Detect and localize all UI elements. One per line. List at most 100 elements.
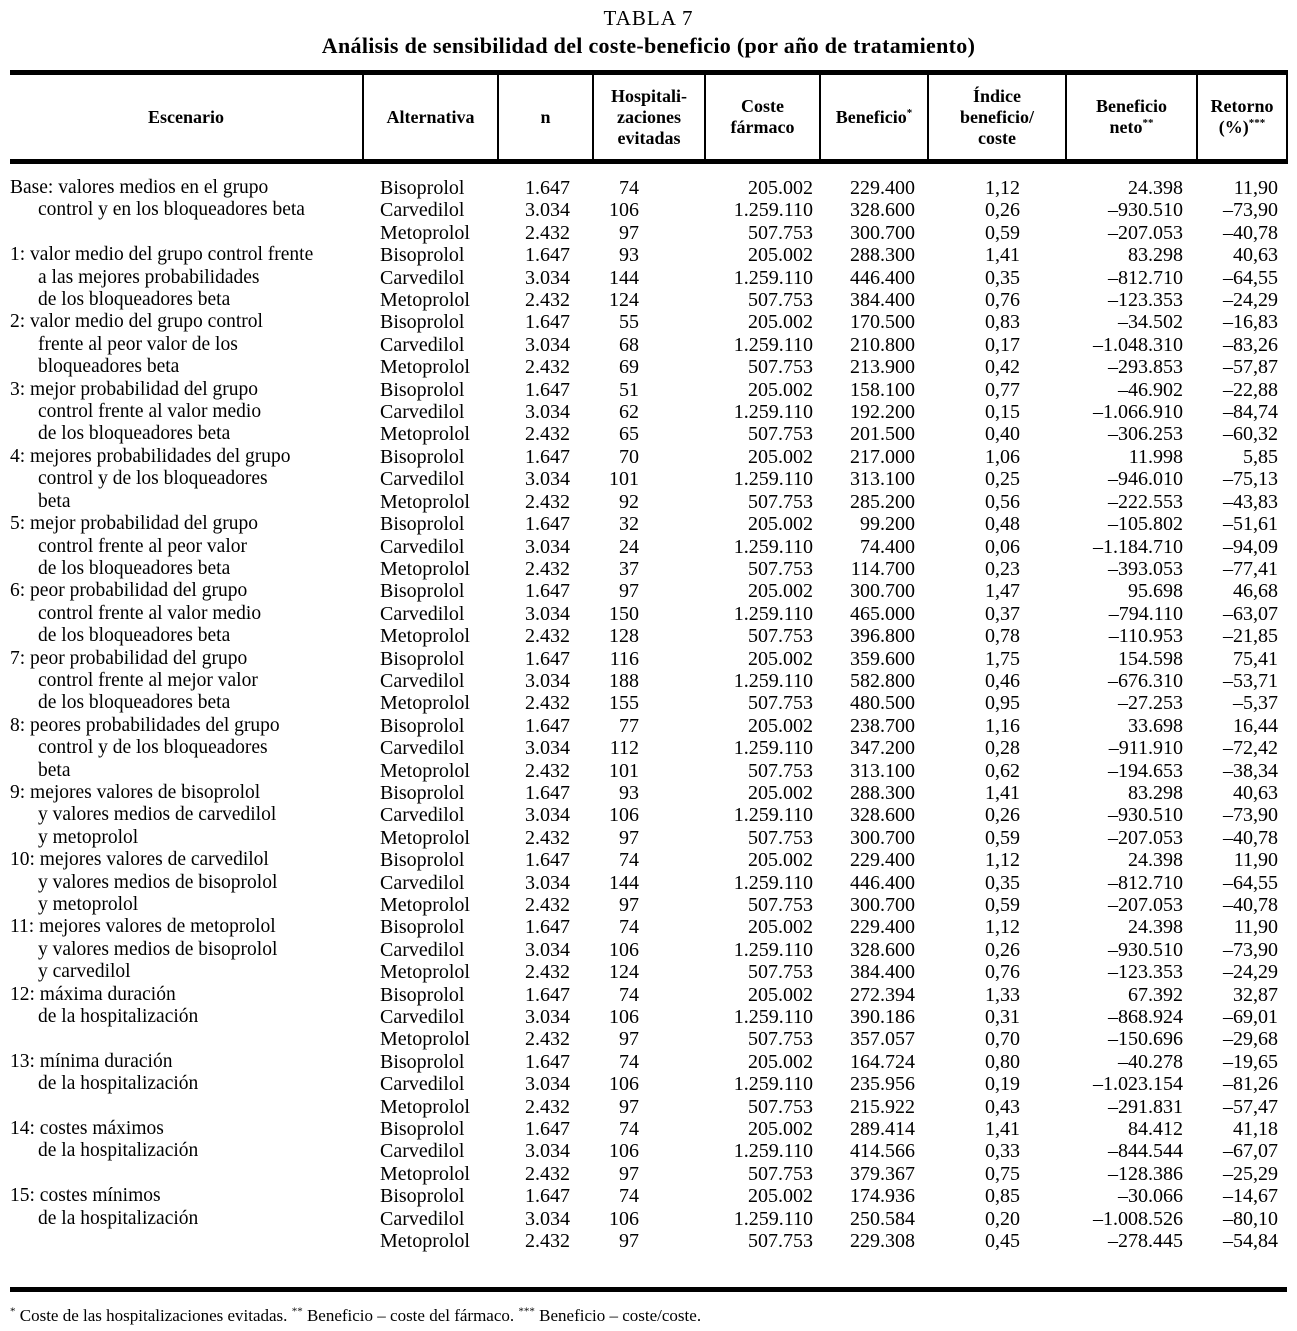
table-row: y metoprolol Metoprolol 2.432 97 507.753 300.… [10, 894, 1287, 916]
cell-beneficio: 347.200 [850, 737, 915, 760]
cell-retorno: 41,18 [1233, 1118, 1278, 1141]
cell-coste-farmaco: 1.259.110 [733, 871, 813, 894]
cell-coste-farmaco: 1.259.110 [733, 1140, 813, 1163]
cell-retorno: –54,84 [1223, 1230, 1278, 1253]
cell-indice-beneficio-coste: 0,20 [985, 1207, 1020, 1230]
cell-beneficio: 359.600 [850, 647, 915, 670]
cell-hospitalizaciones-evitadas: 106 [609, 1207, 639, 1230]
cell-alternativa: Bisoprolol [380, 513, 465, 536]
table-row: Base: valores medios en el grupo Bisoprol… [10, 162, 1287, 200]
cell-coste-farmaco: 205.002 [748, 1185, 813, 1208]
scenario-label-cell: beta [38, 759, 71, 781]
cell-hospitalizaciones-evitadas: 93 [619, 781, 639, 804]
cell-coste-farmaco: 507.753 [748, 1162, 813, 1185]
scenario-label-cell: de los bloqueadores beta [38, 625, 231, 647]
cell-indice-beneficio-coste: 1,12 [985, 177, 1020, 199]
cell-beneficio: 99.200 [860, 513, 915, 536]
cell-retorno: 16,44 [1233, 714, 1278, 737]
cell-beneficio: 300.700 [850, 826, 915, 849]
cell-coste-farmaco: 205.002 [748, 513, 813, 536]
cell-beneficio: 229.400 [850, 916, 915, 939]
cell-beneficio: 285.200 [850, 490, 915, 513]
cell-alternativa: Carvedilol [380, 468, 465, 491]
cell-indice-beneficio-coste: 1,41 [985, 1118, 1020, 1141]
cell-coste-farmaco: 507.753 [748, 490, 813, 513]
cell-retorno: –83,26 [1223, 333, 1278, 356]
cell-retorno: –63,07 [1223, 602, 1278, 625]
cell-beneficio-neto: –30.066 [1118, 1185, 1183, 1208]
cell-indice-beneficio-coste: 0,37 [985, 602, 1020, 625]
cell-alternativa: Carvedilol [380, 266, 465, 289]
cell-n: 2.432 [525, 1095, 570, 1118]
scenario-label-cell [10, 1163, 363, 1185]
cell-coste-farmaco: 507.753 [748, 894, 813, 916]
scenario-label-cell: 8: peores probabilidades del grupo [10, 714, 280, 736]
cell-retorno: 75,41 [1233, 647, 1278, 670]
cell-indice-beneficio-coste: 0,06 [985, 535, 1020, 558]
cell-alternativa: Metoprolol [380, 1162, 470, 1185]
cell-retorno: –40,78 [1223, 221, 1278, 244]
cell-retorno: –57,47 [1223, 1095, 1278, 1118]
scenario-label-cell: de los bloqueadores beta [38, 289, 231, 311]
cell-hospitalizaciones-evitadas: 74 [619, 916, 639, 939]
table-title: Análisis de sensibilidad del coste-benef… [321, 33, 976, 58]
table-number: TABLA 7 [603, 6, 694, 30]
scenario-label-cell: de la hospitalización [38, 1140, 199, 1162]
cell-alternativa: Carvedilol [380, 333, 465, 356]
cell-beneficio-neto: 83.298 [1128, 244, 1183, 267]
scenario-label-cell: 14: costes máximos [10, 1118, 164, 1140]
cell-indice-beneficio-coste: 0,46 [985, 669, 1020, 692]
cell-retorno: 32,87 [1233, 983, 1278, 1006]
cell-indice-beneficio-coste: 0,31 [985, 1006, 1020, 1029]
cell-hospitalizaciones-evitadas: 74 [619, 1050, 639, 1073]
cell-n: 1.647 [525, 1118, 570, 1141]
cell-coste-farmaco: 507.753 [748, 961, 813, 984]
cell-coste-farmaco: 507.753 [748, 826, 813, 849]
cell-coste-farmaco: 205.002 [748, 916, 813, 939]
cell-beneficio-neto: –123.353 [1108, 961, 1183, 984]
table-row: y valores medios de bisoprolol Carvedilol… [10, 939, 1287, 961]
cell-retorno: –51,61 [1223, 513, 1278, 536]
cell-n: 3.034 [525, 266, 570, 289]
scenario-label-cell: de los bloqueadores beta [38, 557, 231, 579]
cell-beneficio: 272.394 [850, 983, 915, 1006]
scenario-label-cell: y carvedilol [38, 961, 131, 983]
cell-beneficio: 465.000 [850, 602, 915, 625]
cell-beneficio-neto: –128.386 [1108, 1162, 1183, 1185]
cell-indice-beneficio-coste: 0,77 [985, 378, 1020, 401]
scenario-label-cell [10, 222, 363, 244]
table-row: 9: mejores valores de bisoprolol Bisoprol… [10, 782, 1287, 804]
cell-coste-farmaco: 205.002 [748, 1050, 813, 1073]
cell-coste-farmaco: 205.002 [748, 311, 813, 334]
table-row: y valores medios de bisoprolol Carvedilol… [10, 872, 1287, 894]
cell-beneficio: 288.300 [850, 244, 915, 267]
cell-coste-farmaco: 1.259.110 [733, 1006, 813, 1029]
cell-coste-farmaco: 1.259.110 [733, 804, 813, 827]
cell-retorno: 11,90 [1233, 177, 1278, 199]
cell-beneficio: 328.600 [850, 804, 915, 827]
cell-coste-farmaco: 507.753 [748, 625, 813, 648]
cell-n: 2.432 [525, 1162, 570, 1185]
cell-retorno: –84,74 [1223, 401, 1278, 424]
cell-indice-beneficio-coste: 0,26 [985, 938, 1020, 961]
scenario-label-cell: 1: valor medio del grupo control frente [10, 244, 314, 266]
cell-coste-farmaco: 1.259.110 [733, 199, 813, 222]
cell-indice-beneficio-coste: 0,85 [985, 1185, 1020, 1208]
table-row: de la hospitalización Carvedilol 3.034 106 1… [10, 1006, 1287, 1028]
cell-alternativa: Bisoprolol [380, 1050, 465, 1073]
table-row: beta Metoprolol 2.432 101 507.753 313.100 0,62… [10, 760, 1287, 782]
cell-alternativa: Bisoprolol [380, 781, 465, 804]
cell-alternativa: Metoprolol [380, 221, 470, 244]
cell-beneficio-neto: –1.008.526 [1093, 1207, 1183, 1230]
cell-alternativa: Bisoprolol [380, 1118, 465, 1141]
cell-retorno: 46,68 [1233, 580, 1278, 603]
cell-coste-farmaco: 507.753 [748, 1095, 813, 1118]
cell-n: 1.647 [525, 445, 570, 468]
cell-beneficio-neto: –293.853 [1108, 356, 1183, 379]
scenario-label-cell: de la hospitalización [38, 1207, 199, 1229]
cell-alternativa: Bisoprolol [380, 177, 465, 199]
cell-n: 1.647 [525, 916, 570, 939]
cell-alternativa: Bisoprolol [380, 580, 465, 603]
cell-hospitalizaciones-evitadas: 97 [619, 826, 639, 849]
